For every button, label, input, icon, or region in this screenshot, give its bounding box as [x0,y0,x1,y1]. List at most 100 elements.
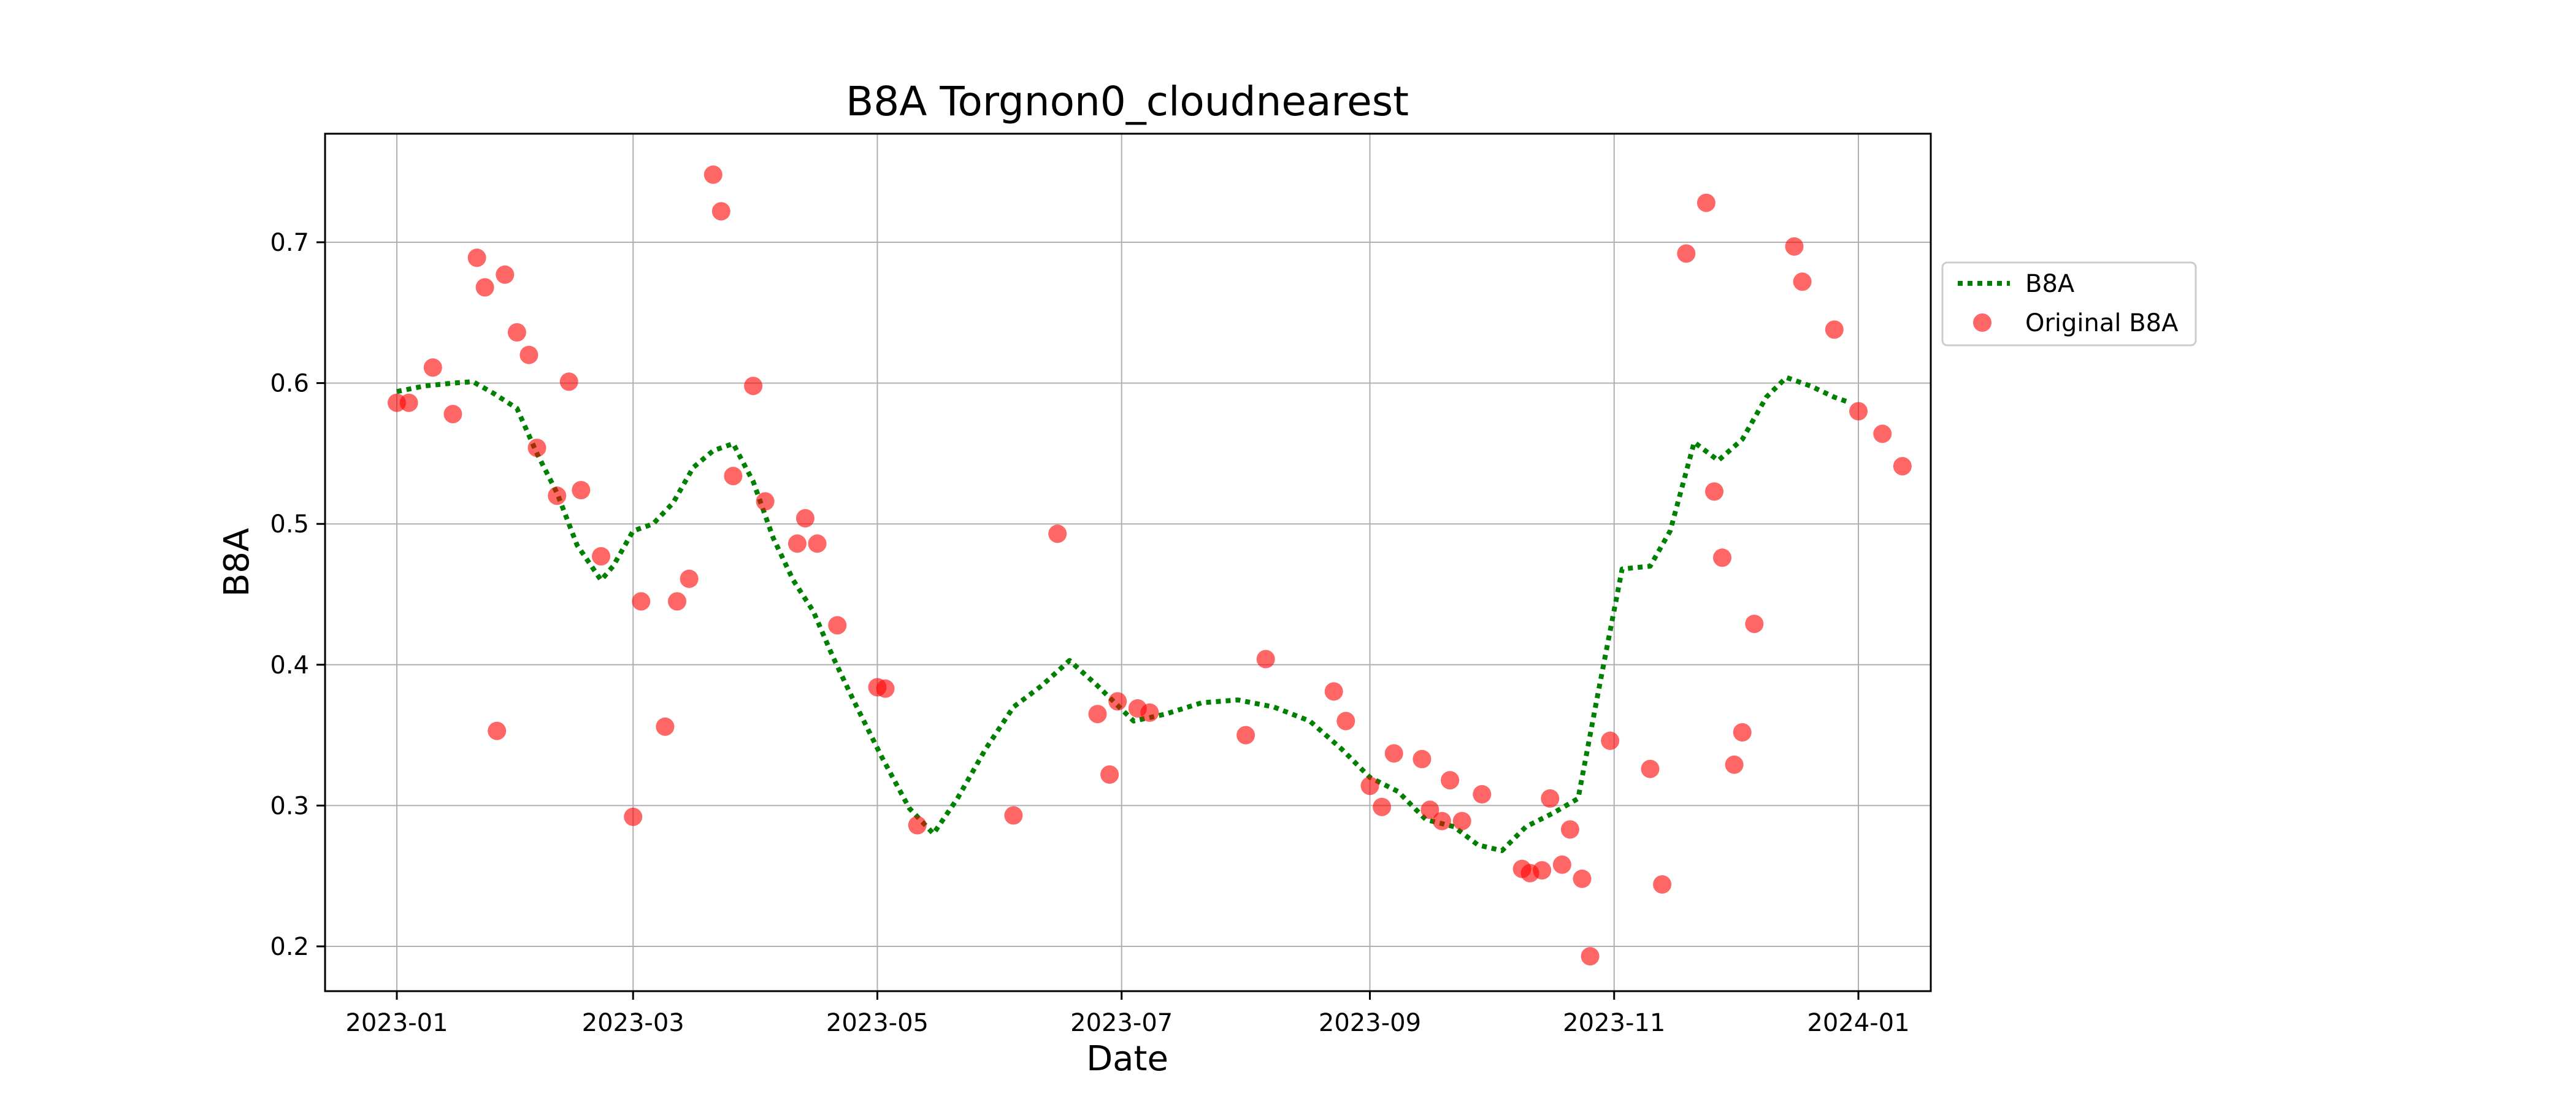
data-point [1433,811,1451,830]
x-tick-label: 2023-07 [1070,1009,1173,1037]
data-point [908,816,927,835]
data-point [488,721,507,740]
data-point [656,717,675,736]
data-point [1581,947,1600,966]
data-point [1785,237,1804,256]
data-point [624,807,643,826]
y-tick-label: 0.5 [270,510,309,539]
data-point [1873,424,1892,443]
y-tick-label: 0.3 [270,792,309,820]
data-point [1004,806,1023,825]
line-layer [396,375,1852,853]
points-layer [388,165,1912,966]
data-point [423,358,442,377]
data-point [1088,705,1107,724]
data-point [1705,482,1723,501]
data-point [1573,869,1592,888]
legend-label-b8a: B8A [2025,270,2075,298]
data-point [703,165,723,184]
data-point [1601,731,1620,750]
data-point [632,592,651,611]
y-tick-label: 0.6 [270,370,309,398]
data-point [1336,711,1355,730]
x-axis-ticks: 2023-01 2023-03 2023-05 2023-07 2023-09 2023-… [345,991,1910,1037]
data-point [1100,765,1119,784]
data-point [724,467,743,486]
data-point [443,405,462,424]
legend-label-original-b8a: Original B8A [2025,309,2179,337]
data-point [788,534,807,553]
data-point [527,439,546,458]
data-point [1473,785,1492,803]
data-point [1413,749,1432,769]
data-point [548,486,567,505]
data-point [1641,759,1660,778]
legend: B8A Original B8A [1941,261,2197,347]
data-point [1560,820,1579,839]
data-point [1725,755,1744,774]
data-point [795,509,815,527]
data-point [1533,861,1552,880]
plot-frame [324,132,1932,992]
data-point [756,492,775,511]
data-point [1541,789,1560,808]
data-point [711,202,730,221]
x-axis-label: Date [1086,1039,1168,1079]
data-point [1140,703,1159,722]
series-line-b8a [396,375,1852,853]
data-point [1552,855,1571,874]
y-axis-ticks: 0.2 0.3 0.4 0.5 0.6 0.7 [270,229,325,961]
data-point [1324,682,1343,701]
x-tick-label: 2023-01 [345,1009,448,1037]
data-point [1384,744,1403,763]
x-tick-label: 2024-01 [1807,1009,1909,1037]
data-point [876,679,895,698]
data-point [1713,548,1731,567]
y-tick-label: 0.2 [270,933,309,961]
data-point [1745,615,1764,634]
data-point [1373,797,1392,816]
data-point [680,569,699,588]
data-point [1653,875,1672,894]
x-tick-label: 2023-09 [1319,1009,1421,1037]
data-point [467,248,486,267]
data-point [399,393,418,412]
data-point [507,323,526,342]
data-point [559,372,578,391]
data-point [1825,320,1844,339]
grid [325,134,1931,991]
data-point [808,534,827,553]
data-point [1236,726,1255,745]
data-point [1849,402,1868,421]
data-point [519,345,539,364]
data-point [1733,723,1752,742]
data-point [572,481,591,500]
x-tick-label: 2023-05 [826,1009,929,1037]
data-point [828,616,847,635]
data-point [1893,457,1912,476]
data-point [1677,244,1696,263]
legend-box [1941,261,2197,347]
data-point [592,547,610,565]
legend-point-swatch [1973,313,1991,332]
y-axis-label: B8A [217,528,257,597]
data-point [1256,650,1275,669]
data-point [744,377,763,396]
y-tick-label: 0.7 [270,229,309,257]
data-point [1793,272,1812,291]
data-point [668,592,686,611]
data-point [1441,771,1460,790]
x-tick-label: 2023-11 [1563,1009,1665,1037]
data-point [1360,776,1379,795]
x-tick-label: 2023-03 [582,1009,684,1037]
data-point [496,265,515,284]
data-point [1696,193,1715,212]
data-point [1420,800,1439,819]
data-point [1108,692,1127,711]
data-point [475,278,494,297]
y-tick-label: 0.4 [270,651,309,680]
data-point [1452,811,1471,830]
data-point [1048,524,1067,543]
